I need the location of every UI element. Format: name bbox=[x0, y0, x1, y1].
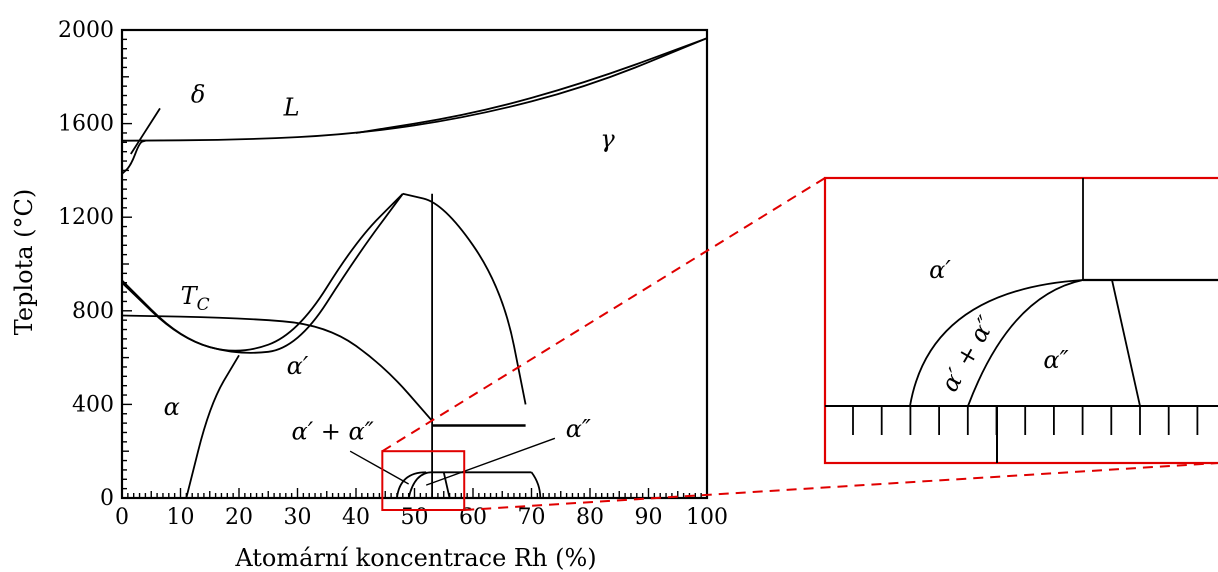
inset-label-alpha2: α″ bbox=[1043, 346, 1068, 374]
pointer-alpha2 bbox=[425, 437, 556, 486]
inset-right-line bbox=[1111, 279, 1141, 407]
inner-boundary-3 bbox=[442, 472, 451, 499]
zoom-highlight bbox=[381, 177, 1218, 512]
region-labels: δ Lγ TC α′ α α′ + α″ α″ bbox=[164, 81, 616, 446]
y-tick-label: 400 bbox=[72, 392, 114, 417]
x-tick-label: 50 bbox=[401, 505, 429, 530]
x-tick-label: 70 bbox=[518, 505, 546, 530]
region-label: TC bbox=[181, 282, 210, 315]
x-tick-label: 30 bbox=[284, 505, 312, 530]
boundary-liquidus_upper bbox=[355, 37, 708, 134]
pointer-alpha-alpha2 bbox=[349, 450, 409, 485]
boundary-alpha_lower bbox=[121, 193, 404, 354]
inset-curve-outer bbox=[909, 279, 1084, 407]
region-label: δ bbox=[191, 81, 205, 109]
connector-bottom bbox=[464, 462, 1218, 511]
x-tick-label: 10 bbox=[167, 505, 195, 530]
boundary-alpha_beta_left bbox=[185, 354, 240, 499]
region-label: α′ + α″ bbox=[291, 418, 373, 446]
highlight-box bbox=[381, 450, 466, 512]
x-tick-label: 20 bbox=[225, 505, 253, 530]
x-tick-label: 90 bbox=[635, 505, 663, 530]
region-label: γ bbox=[600, 125, 615, 153]
inset-label-alpha1: α′ bbox=[929, 256, 951, 284]
x-tick-label: 80 bbox=[576, 505, 604, 530]
axis-ticks bbox=[121, 29, 708, 499]
y-tick-label: 1600 bbox=[58, 112, 114, 137]
y-tick-label: 800 bbox=[72, 299, 114, 324]
zoom-inset: α′α′ + α″ α″ bbox=[823, 176, 1218, 465]
boundary-delta_loop bbox=[121, 139, 146, 175]
x-tick-label: 100 bbox=[686, 505, 728, 530]
phase-boundaries bbox=[121, 37, 708, 499]
boundary-alpha_alpha2 bbox=[402, 192, 527, 405]
region-label: α bbox=[164, 393, 180, 421]
boundary-delta_left bbox=[130, 107, 161, 155]
axis-tick-labels: 0 10 20 30 40 50 60 70 80 90 100040080012001600200… bbox=[58, 18, 728, 530]
x-axis-title: Atomární koncentrace Rh (%) bbox=[234, 544, 596, 572]
boundary-Tc bbox=[121, 314, 433, 422]
plot-frame bbox=[120, 28, 709, 500]
boundary-solidus_liquidus bbox=[121, 37, 708, 142]
boundary-alpha_upper bbox=[121, 193, 404, 352]
y-tick-label: 2000 bbox=[58, 18, 114, 43]
x-tick-label: 0 bbox=[115, 505, 129, 530]
region-label: α″ bbox=[566, 415, 591, 443]
inset-frame bbox=[823, 176, 1218, 465]
x-tick-label: 40 bbox=[342, 505, 370, 530]
inner-boundary-2 bbox=[407, 471, 433, 499]
inner-boundary-1 bbox=[396, 471, 427, 499]
plot-area bbox=[120, 28, 709, 500]
y-axis-title: Teplota (°C) bbox=[10, 189, 38, 336]
region-label: α′ bbox=[287, 352, 309, 380]
y-tick-label: 0 bbox=[100, 486, 114, 511]
y-tick-label: 1200 bbox=[58, 205, 114, 230]
connector-top bbox=[381, 177, 826, 453]
region-label-subscript: C bbox=[197, 295, 210, 315]
inner-boundary-4 bbox=[530, 471, 542, 499]
region-label: L bbox=[283, 93, 300, 121]
inset-curve-inner bbox=[967, 279, 1084, 407]
